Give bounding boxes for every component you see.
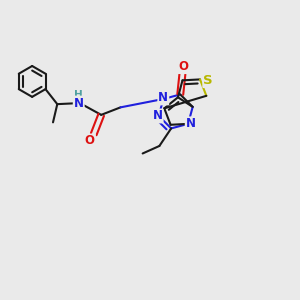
Text: O: O xyxy=(178,60,188,73)
Text: O: O xyxy=(85,134,95,148)
Text: N: N xyxy=(186,117,196,130)
Text: N: N xyxy=(74,97,84,110)
Text: N: N xyxy=(153,110,163,122)
Text: N: N xyxy=(158,92,168,104)
Text: S: S xyxy=(203,74,213,87)
Text: H: H xyxy=(74,90,82,100)
